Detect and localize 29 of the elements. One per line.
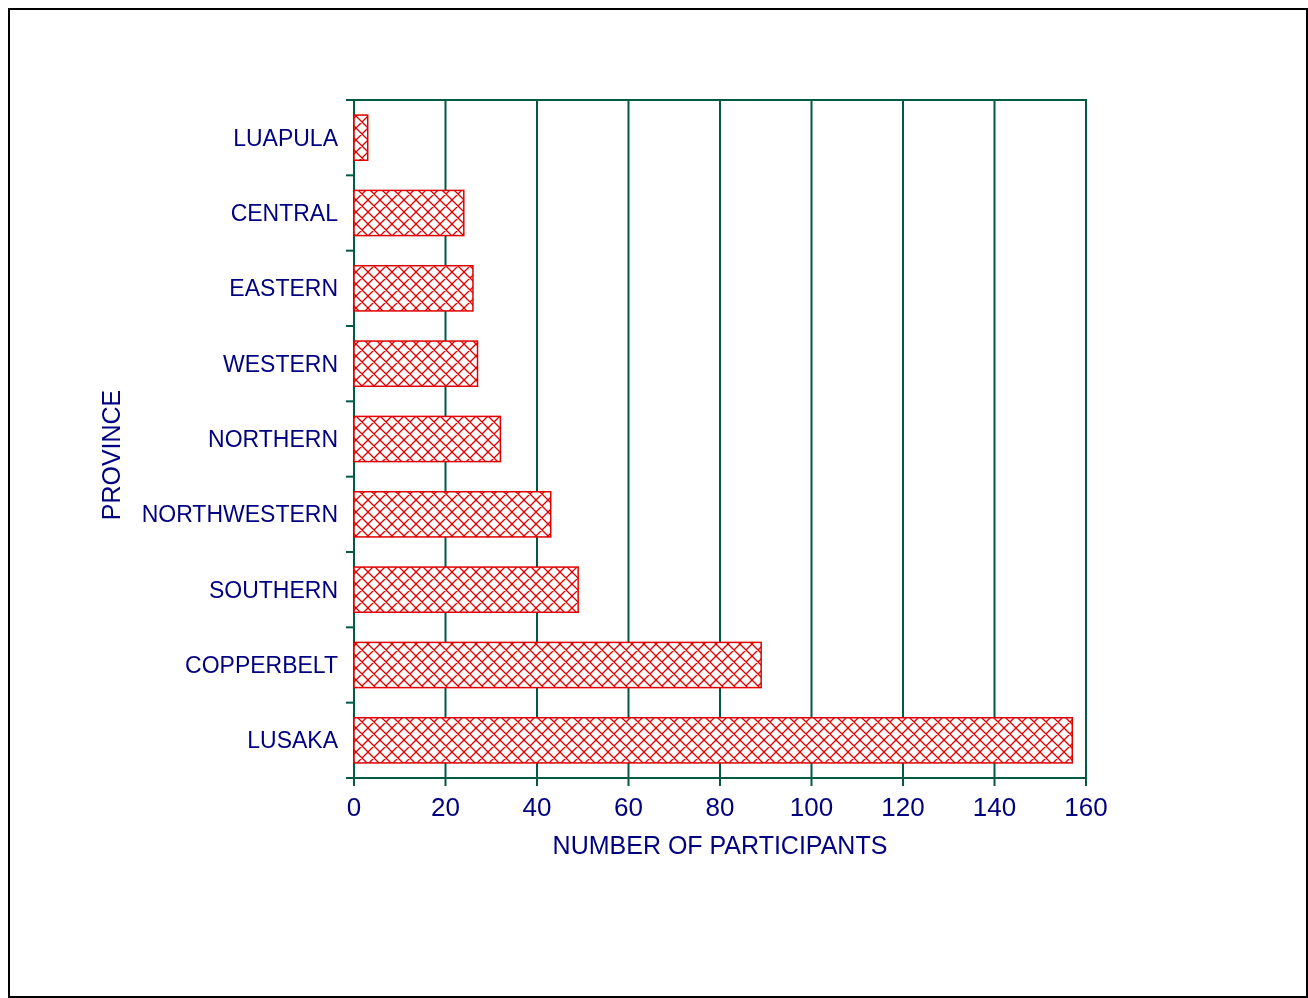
bar [353,340,479,388]
bar [353,189,465,237]
x-tick-label: 40 [522,792,552,822]
x-tick-label: 0 [346,792,362,822]
y-tick-label: EASTERN [229,275,338,302]
x-tick-label: 140 [972,792,1017,822]
x-tick-label: 80 [705,792,735,822]
bar [353,415,502,463]
bar [353,641,762,689]
y-tick-label: SOUTHERN [208,576,338,603]
x-tick-label: 160 [1064,792,1108,822]
bar [353,490,552,538]
bar [353,264,474,312]
y-tick-label: LUAPULA [233,124,339,151]
bar [353,114,369,162]
y-tick-label: WESTERN [223,350,338,377]
y-tick-label: NORTHERN [208,426,338,453]
x-axis-title: NUMBER OF PARTICIPANTS [552,831,888,859]
x-tick-label: 60 [614,792,643,822]
bar [353,716,1074,764]
x-tick-label: 100 [789,792,834,822]
y-tick-label: NORTHWESTERN [141,501,338,528]
bar [353,566,579,614]
x-tick-label: 120 [881,792,925,822]
y-tick-label: LUSAKA [247,727,339,754]
x-tick-label: 20 [431,792,460,822]
y-axis-title: PROVINCE [97,389,125,521]
y-tick-label: COPPERBELT [185,652,338,679]
y-tick-label: CENTRAL [230,200,339,227]
